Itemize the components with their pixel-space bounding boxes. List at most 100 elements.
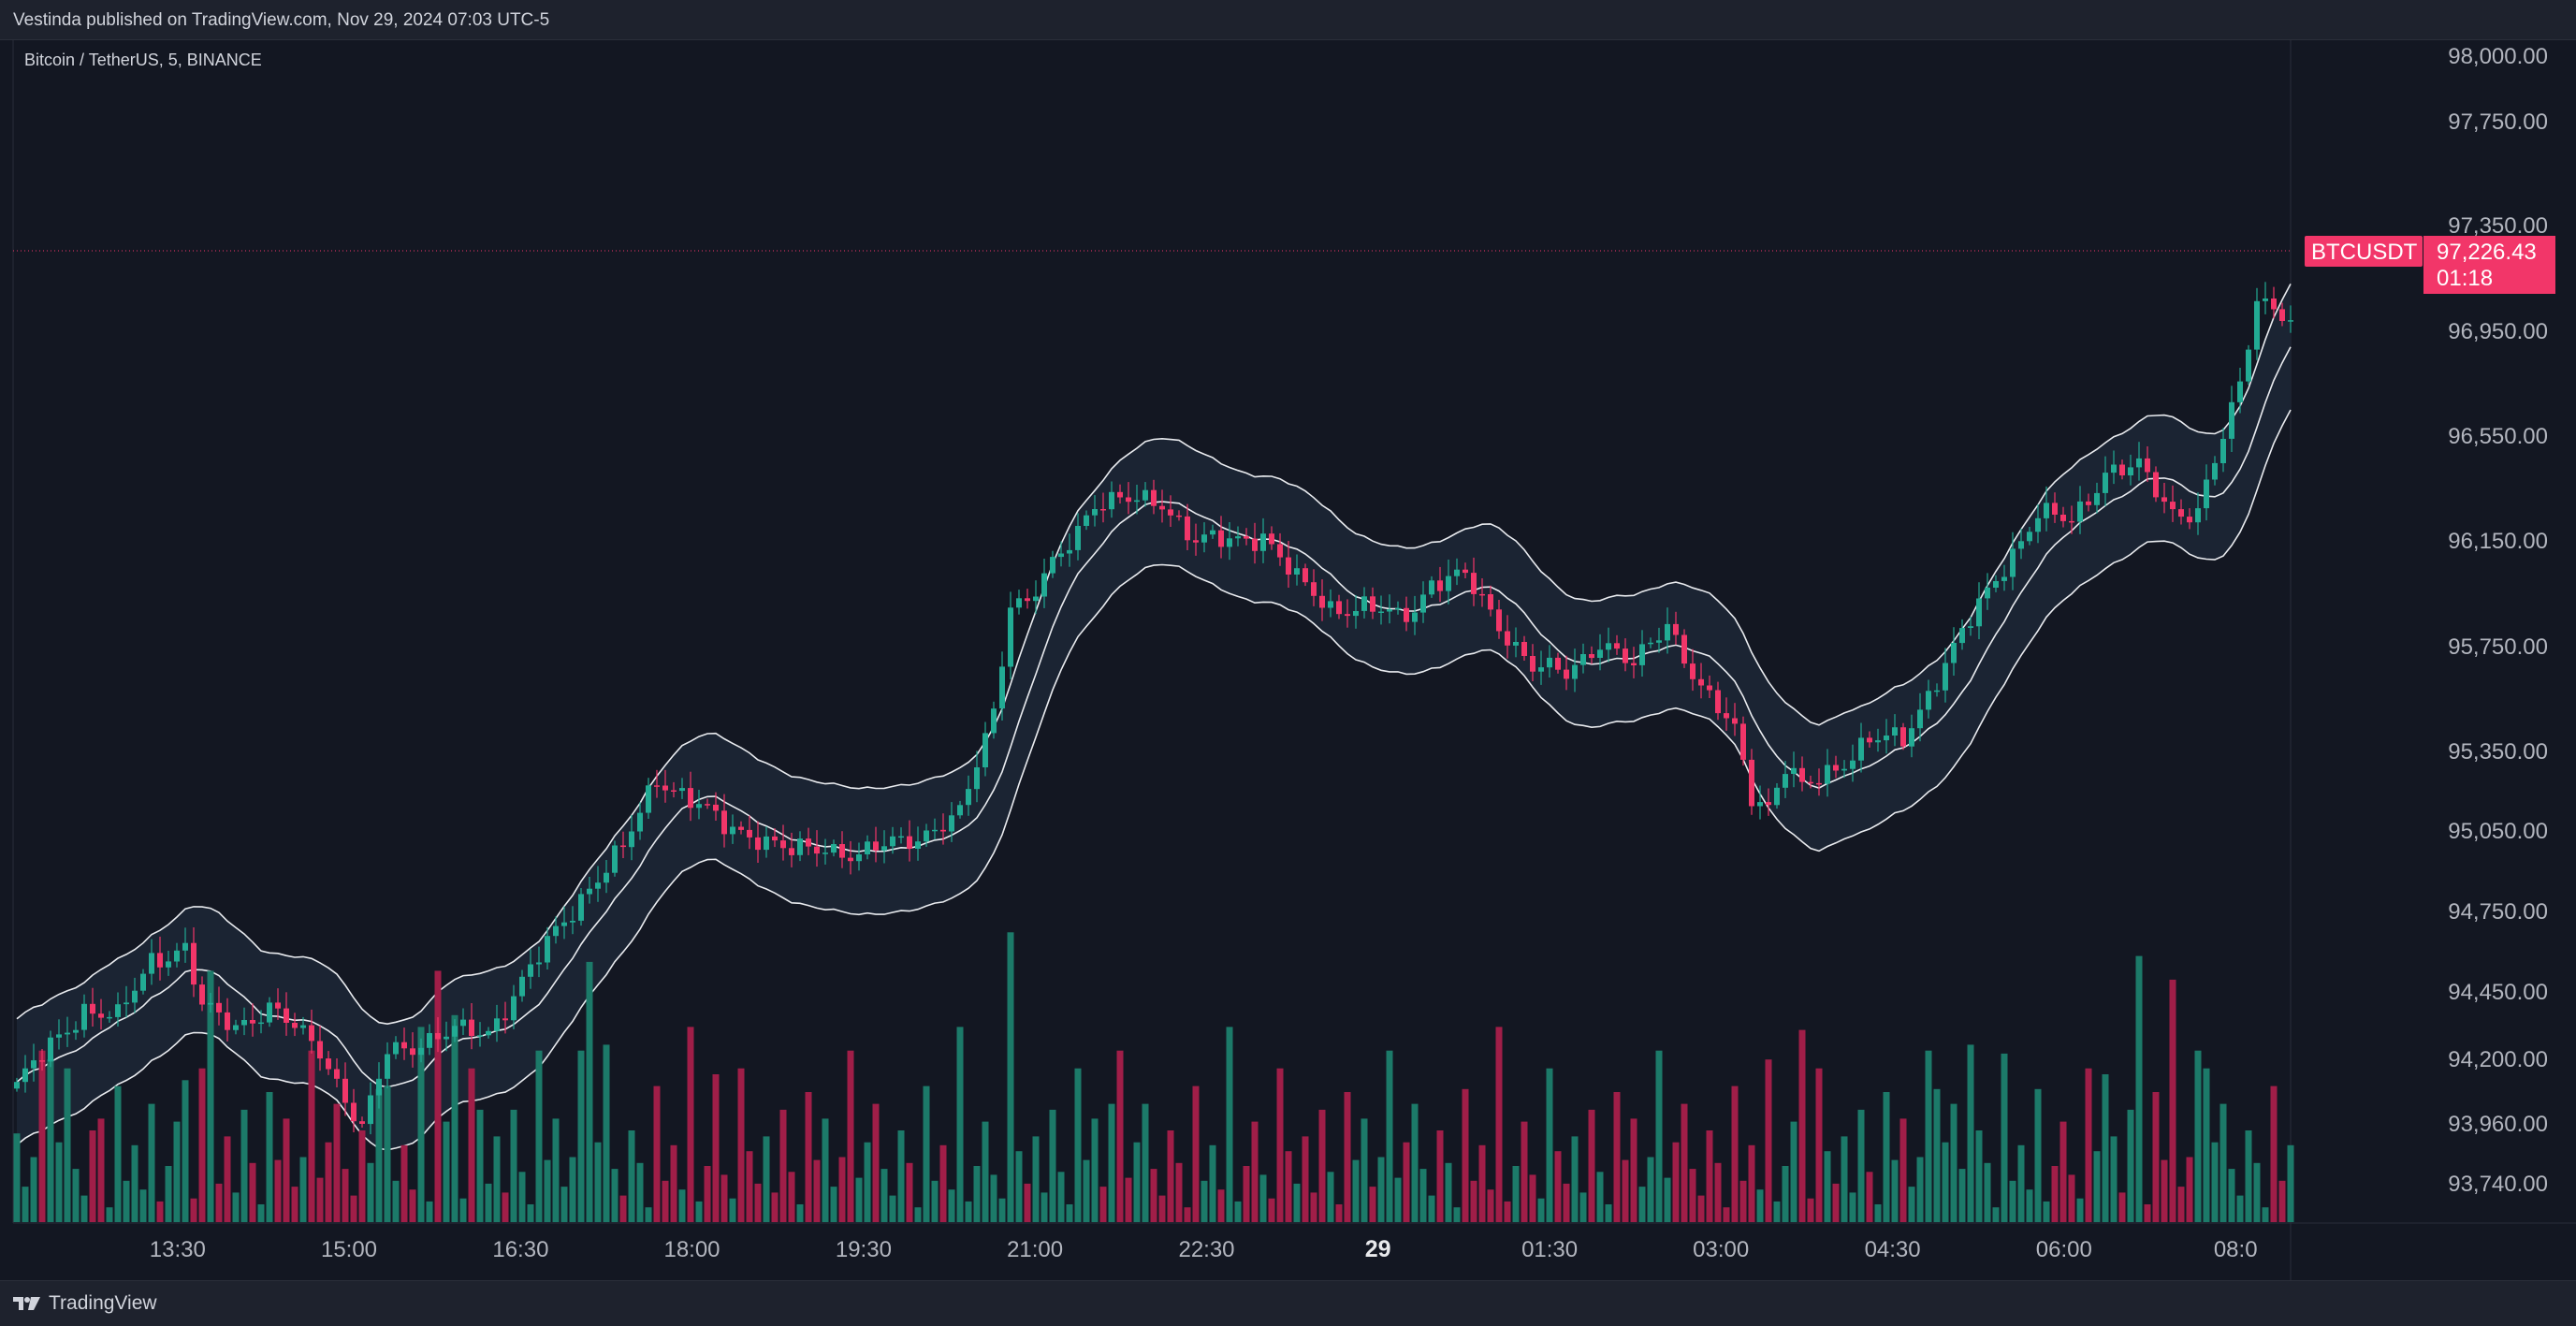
volume-bar — [998, 1198, 1006, 1222]
volume-bar — [182, 1080, 189, 1222]
candle-body — [284, 1008, 289, 1023]
candle-body — [435, 1033, 441, 1040]
candle-body — [1463, 569, 1468, 574]
price-axis-label: 94,450.00 — [2448, 980, 2548, 1005]
candle — [2044, 486, 2049, 532]
volume-bar — [139, 1189, 147, 1222]
time-axis[interactable]: 13:30 15:00 16:30 18:00 19:30 21:00 22:30 29 01:… — [150, 1236, 2258, 1262]
price-axis-label: 95,750.00 — [2448, 634, 2548, 660]
volume-bar — [603, 1044, 610, 1222]
volume-bar — [1571, 1136, 1579, 1222]
price-axis[interactable]: 98,000.00 97,750.00 97,350.00 96,950.00 96,5… — [2448, 44, 2548, 1197]
volume-bar — [2228, 1169, 2235, 1222]
candle-body — [1058, 553, 1064, 558]
candle-body — [309, 1025, 314, 1042]
volume-bar — [670, 1144, 677, 1222]
volume-bar — [240, 1109, 248, 1222]
candle — [1841, 760, 1847, 779]
candle-body — [1479, 593, 1485, 596]
candle-body — [1521, 642, 1527, 656]
volume-bar — [1007, 932, 1014, 1222]
candle-body — [1715, 690, 1721, 714]
candle — [385, 1042, 390, 1088]
candle — [1058, 541, 1064, 567]
candle-body — [1909, 728, 1914, 747]
volume-bar — [2186, 1157, 2193, 1222]
candle — [1783, 761, 1788, 798]
volume-bar — [763, 1136, 770, 1222]
candle-body — [873, 841, 879, 851]
footer-bar: TradingView — [0, 1280, 2576, 1326]
volume-bar — [1975, 1130, 1983, 1222]
candle-body — [1446, 576, 1451, 591]
candle — [166, 951, 171, 976]
candle-body — [1858, 737, 1864, 761]
candle — [1463, 562, 1468, 578]
volume-bar — [678, 1189, 686, 1222]
candle — [1707, 675, 1712, 698]
candle — [755, 821, 761, 863]
candle — [2229, 386, 2234, 452]
candle — [915, 826, 921, 861]
candle — [570, 906, 575, 935]
volume-bar — [1285, 1151, 1292, 1222]
candle — [1673, 611, 1679, 645]
volume-bar — [165, 1166, 172, 1222]
candle-body — [1050, 557, 1055, 574]
candle-body — [1387, 609, 1392, 612]
candle-body — [2111, 464, 2117, 474]
volume-bar — [89, 1130, 96, 1222]
candle — [1033, 580, 1039, 614]
volume-bar — [552, 1118, 560, 1222]
volume-bar — [1495, 1027, 1503, 1222]
candle-body — [587, 888, 592, 895]
price-axis-label: 95,350.00 — [2448, 739, 2548, 765]
volume-bar — [451, 1014, 458, 1222]
candle-body — [174, 950, 180, 962]
candle — [2220, 428, 2226, 473]
candle-body — [637, 812, 643, 832]
candle — [1420, 581, 1426, 623]
volume-bar — [38, 1050, 46, 1222]
candle-body — [1235, 536, 1241, 539]
volume-bar — [350, 1195, 357, 1222]
candle-body — [1269, 533, 1274, 545]
candle — [368, 1082, 373, 1135]
candle-body — [1875, 740, 1881, 743]
volume-bar — [822, 1118, 829, 1222]
candle — [629, 814, 634, 861]
candle — [1454, 558, 1460, 586]
candle-body — [519, 976, 525, 997]
candle-body — [755, 837, 761, 851]
symbol-tag[interactable]: BTCUSDT — [2305, 236, 2423, 267]
volume-bar — [687, 1027, 694, 1222]
candle — [199, 976, 205, 1012]
candle — [191, 927, 196, 998]
candle — [48, 1030, 53, 1068]
candle-body — [2279, 309, 2285, 321]
volume-bar — [308, 1050, 315, 1222]
price-axis-label: 94,750.00 — [2448, 899, 2548, 925]
candle-body — [1841, 768, 1847, 771]
candle — [502, 1001, 508, 1034]
volume-bar — [443, 1121, 450, 1222]
candle — [780, 824, 786, 861]
candle-body — [2204, 479, 2209, 509]
candle — [2271, 286, 2277, 319]
volume-bar — [367, 1162, 374, 1222]
volume-bar — [510, 1109, 517, 1222]
volume-bar — [72, 1169, 80, 1222]
volume-bar — [1824, 1151, 1831, 1222]
price-tag[interactable]: 97,226.43 01:18 — [2423, 236, 2555, 294]
candle — [991, 701, 997, 739]
candle-body — [1454, 569, 1460, 576]
volume-bar — [830, 1187, 837, 1222]
candle-body — [1244, 536, 1249, 539]
volume-bar — [2177, 1187, 2185, 1222]
candle-body — [31, 1060, 36, 1069]
candle-body — [822, 852, 828, 854]
volume-bar — [1681, 1103, 1688, 1222]
volume-bar — [316, 1177, 324, 1222]
tradingview-logo[interactable]: TradingView — [13, 1292, 157, 1315]
